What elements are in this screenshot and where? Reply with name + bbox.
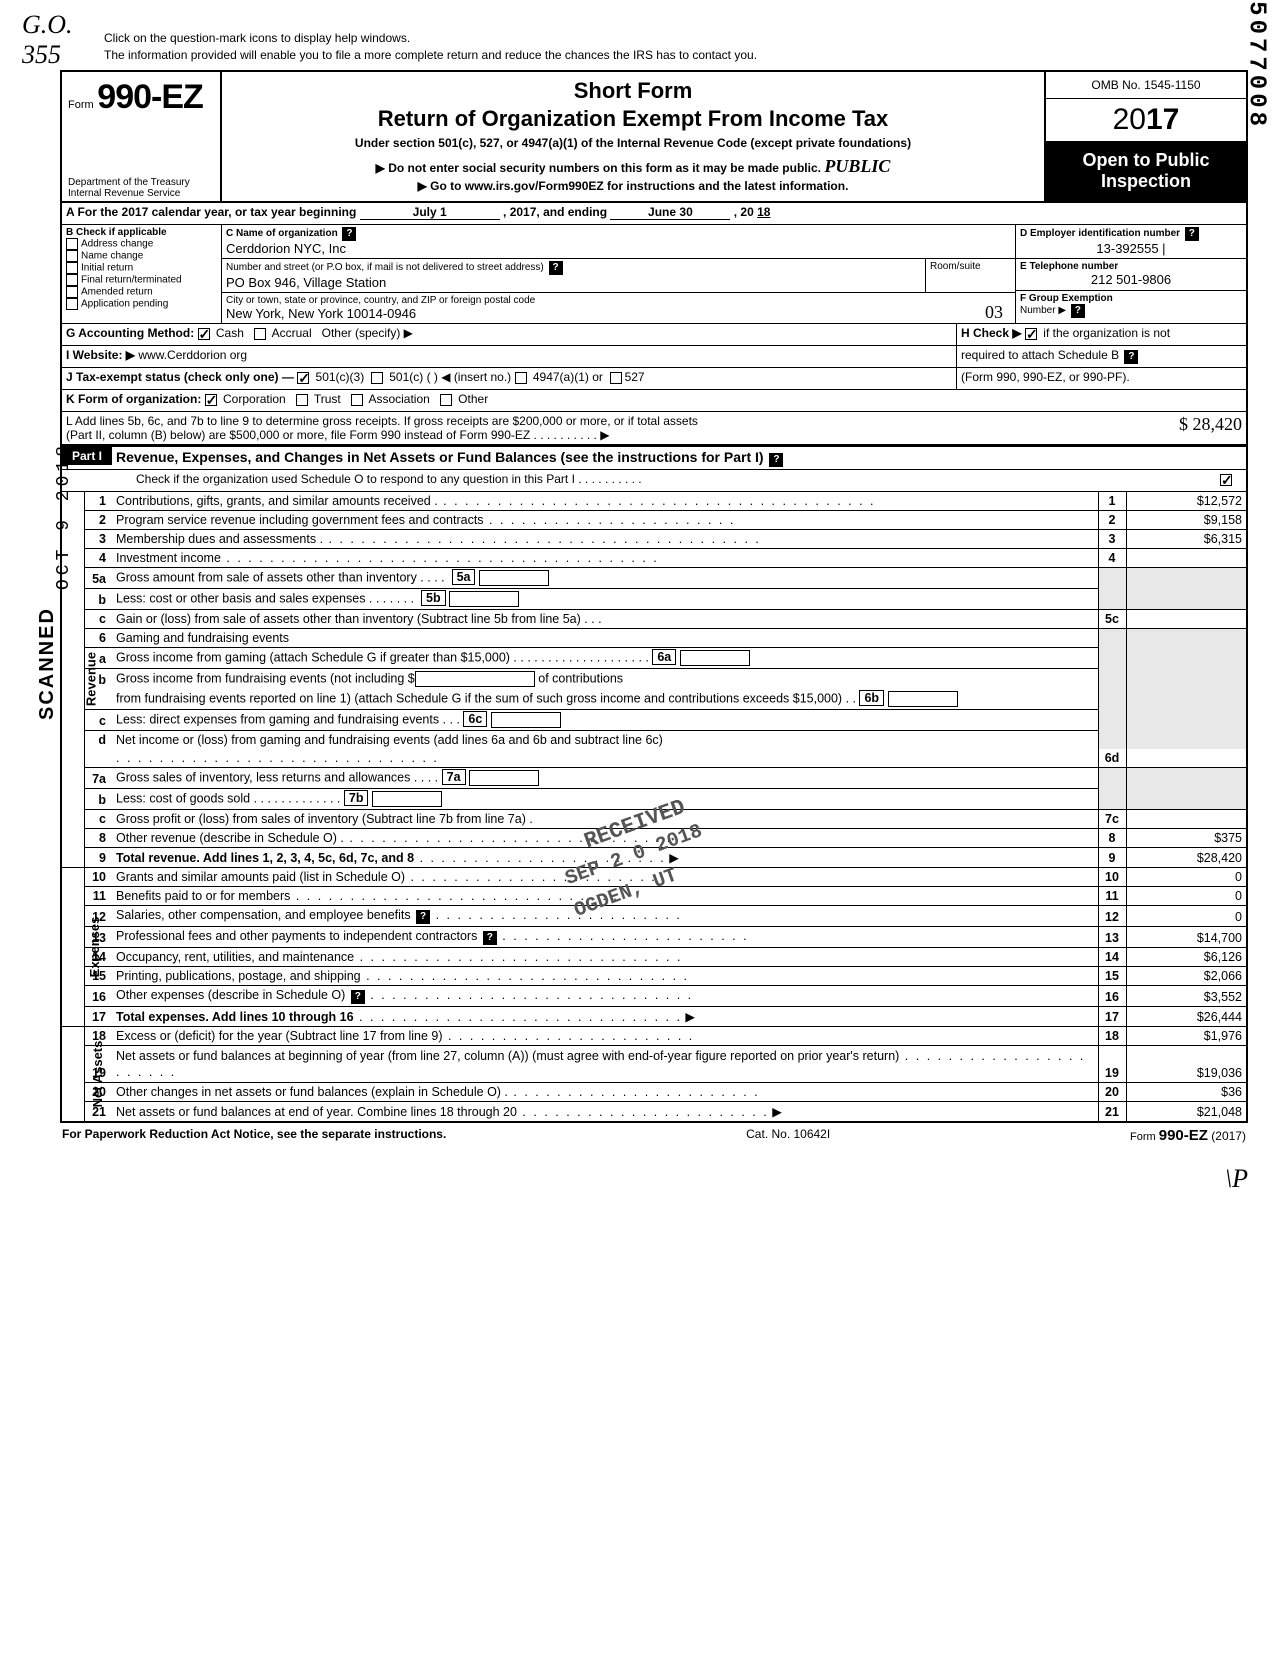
section-revenue: Revenue — [84, 652, 99, 706]
amt-3: $6,315 — [1126, 529, 1246, 548]
chk-501c[interactable] — [371, 372, 383, 384]
website: www.Cerddorion org — [138, 348, 247, 362]
room-label: Room/suite — [930, 261, 1011, 272]
amt-20: $36 — [1126, 1083, 1246, 1102]
l-amount: $ 28,420 — [1179, 414, 1242, 434]
help-icon[interactable] — [1185, 227, 1199, 241]
chk-h[interactable] — [1025, 328, 1037, 340]
part1-check-line: Check if the organization used Schedule … — [132, 470, 1216, 491]
dept-line-1: Department of the Treasury — [68, 177, 214, 188]
amt-17: $26,444 — [1126, 1006, 1246, 1026]
amt-2: $9,158 — [1126, 510, 1246, 529]
amt-4 — [1126, 548, 1246, 567]
phone: 212 501-9806 — [1020, 272, 1242, 287]
ein: 13-392555 | — [1020, 241, 1242, 256]
help-icon[interactable] — [351, 990, 365, 1004]
amt-18: $1,976 — [1126, 1026, 1246, 1045]
chk-final[interactable] — [66, 274, 78, 286]
chk-527[interactable] — [610, 372, 622, 384]
help-icon[interactable] — [1124, 350, 1138, 364]
chk-501c3[interactable] — [297, 372, 309, 384]
city-val: New York, New York 10014-0946 — [226, 306, 1011, 321]
amt-19: $19,036 — [1126, 1045, 1246, 1083]
dept-line-2: Internal Revenue Service — [68, 188, 214, 199]
f-label: F Group Exemption — [1020, 293, 1242, 304]
help-icon[interactable] — [416, 910, 430, 924]
f-label2: Number ▶ — [1020, 305, 1066, 316]
amt-21: $21,048 — [1126, 1102, 1246, 1122]
section-expenses: Expenses — [87, 916, 102, 977]
amt-14: $6,126 — [1126, 947, 1246, 966]
b-label: B Check if applicable — [66, 227, 217, 238]
chk-pending[interactable] — [66, 298, 78, 310]
amt-12: 0 — [1126, 905, 1246, 926]
ssn-warning: ▶ Do not enter social security numbers o… — [230, 156, 1036, 177]
chk-schedule-o[interactable] — [1220, 474, 1232, 486]
g-label: G Accounting Method: — [66, 326, 194, 340]
short-form-label: Short Form — [230, 78, 1036, 104]
amt-10: 0 — [1126, 867, 1246, 886]
chk-initial[interactable] — [66, 262, 78, 274]
scanned-stamp: SCANNED — [36, 607, 59, 720]
chk-other-org[interactable] — [440, 394, 452, 406]
chk-trust[interactable] — [296, 394, 308, 406]
part1-title: Revenue, Expenses, and Changes in Net As… — [112, 447, 1246, 469]
hand-initial-1: G.O. — [22, 10, 73, 39]
line-a: A For the 2017 calendar year, or tax yea… — [62, 203, 1246, 224]
tax-year: 2017 — [1046, 99, 1246, 142]
chk-amended[interactable] — [66, 286, 78, 298]
c-label: C Name of organization — [226, 228, 338, 239]
amt-13: $14,700 — [1126, 926, 1246, 947]
form-title: Return of Organization Exempt From Incom… — [230, 106, 1036, 132]
form-prefix: Form — [68, 99, 94, 111]
hand-initial-2: 355 — [22, 40, 61, 69]
help-icon[interactable] — [769, 453, 783, 467]
footer-left: For Paperwork Reduction Act Notice, see … — [62, 1127, 446, 1144]
goto-link: ▶ Go to www.irs.gov/Form990EZ for instru… — [230, 179, 1036, 193]
amt-16: $3,552 — [1126, 985, 1246, 1006]
form-number: 990-EZ — [97, 78, 203, 116]
omb-number: OMB No. 1545-1150 — [1046, 72, 1246, 99]
addr-label: Number and street (or P.O box, if mail i… — [226, 262, 544, 273]
amt-8: $375 — [1126, 828, 1246, 847]
help-icon[interactable] — [549, 261, 563, 275]
addr-val: PO Box 946, Village Station — [226, 275, 921, 290]
line-l: L Add lines 5b, 6c, and 7b to line 9 to … — [62, 412, 1096, 444]
d-label: D Employer identification number — [1020, 228, 1180, 239]
i-label: I Website: ▶ — [66, 348, 135, 362]
chk-assoc[interactable] — [351, 394, 363, 406]
chk-cash[interactable] — [198, 328, 210, 340]
tip-text: Click on the question-mark icons to disp… — [104, 30, 1248, 64]
footer-form: Form 990-EZ (2017) — [1130, 1127, 1246, 1144]
chk-name[interactable] — [66, 250, 78, 262]
k-label: K Form of organization: — [66, 392, 201, 406]
help-icon[interactable] — [1071, 304, 1085, 318]
amt-15: $2,066 — [1126, 966, 1246, 985]
chk-address[interactable] — [66, 238, 78, 250]
help-icon[interactable] — [483, 931, 497, 945]
amt-11: 0 — [1126, 886, 1246, 905]
section-netassets: Net Assets — [90, 1041, 105, 1108]
amt-1: $12,572 — [1126, 492, 1246, 511]
j-label: J Tax-exempt status (check only one) — — [66, 370, 294, 384]
org-name: Cerddorion NYC, Inc — [226, 241, 1011, 256]
open-public-1: Open to Public — [1050, 150, 1242, 172]
footer-cat: Cat. No. 10642I — [746, 1127, 830, 1144]
under-section: Under section 501(c), 527, or 4947(a)(1)… — [230, 136, 1036, 150]
amt-9: $28,420 — [1126, 847, 1246, 867]
e-label: E Telephone number — [1020, 261, 1242, 272]
city-hand: 03 — [985, 302, 1003, 323]
help-icon[interactable] — [342, 227, 356, 241]
bottom-initials: \P — [60, 1164, 1248, 1194]
chk-corp[interactable] — [205, 394, 217, 406]
chk-4947[interactable] — [515, 372, 527, 384]
dln-number: 59489265077008 — [1243, 0, 1270, 130]
city-label: City or town, state or province, country… — [226, 295, 1011, 306]
open-public-2: Inspection — [1050, 171, 1242, 193]
chk-accrual[interactable] — [254, 328, 266, 340]
